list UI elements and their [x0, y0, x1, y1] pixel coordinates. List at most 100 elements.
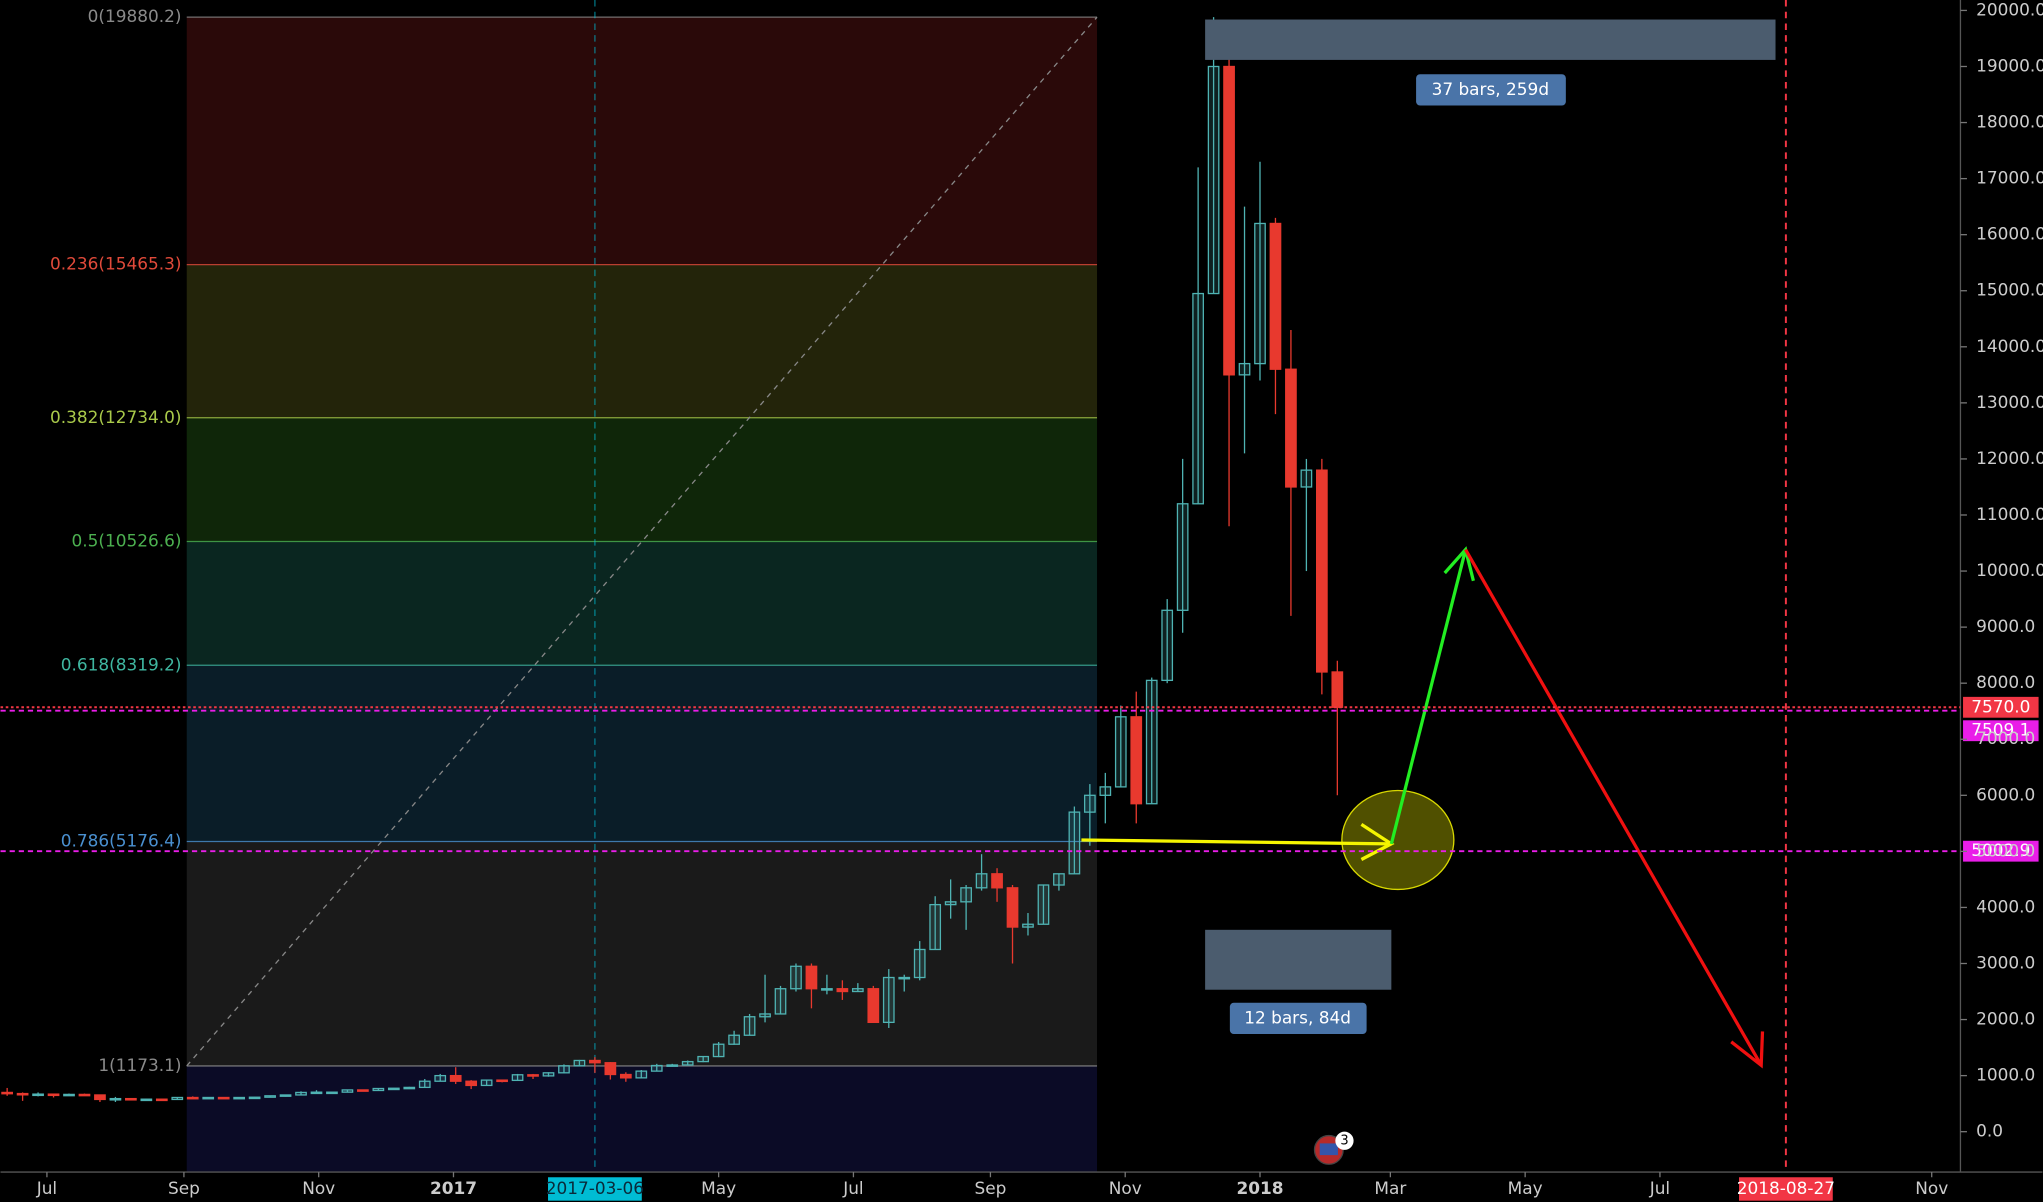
candle-body: [1223, 65, 1235, 376]
candle-body: [975, 873, 988, 889]
candle-body: [496, 1079, 508, 1083]
candle-body: [527, 1074, 539, 1077]
candle-body: [1068, 811, 1081, 875]
candle-body: [279, 1094, 292, 1097]
y-tick-label: 4000.0: [1976, 896, 2035, 916]
fib-zone: [186, 417, 1098, 542]
x-tick-label: Jul: [842, 1178, 863, 1198]
candle-body: [589, 1059, 601, 1064]
y-tick-label: 6000.0: [1976, 784, 2035, 804]
candle-body: [790, 965, 802, 990]
candle-body: [1130, 716, 1143, 805]
candle-body: [1238, 362, 1251, 376]
y-tick-label: 5000.0: [1976, 840, 2035, 860]
x-tick-label: Nov: [1915, 1178, 1948, 1198]
candle-body: [1192, 292, 1204, 505]
x-tick-label: May: [1508, 1178, 1543, 1198]
candle-body: [635, 1070, 648, 1079]
candle-body: [465, 1080, 478, 1087]
x-tick-label: Nov: [302, 1178, 335, 1198]
x-tick-label: Jul: [1649, 1178, 1670, 1198]
candle-body: [295, 1091, 307, 1096]
candle-body: [960, 887, 972, 903]
candle-body: [202, 1096, 215, 1100]
candle-body: [480, 1079, 493, 1087]
arrow-line: [1464, 548, 1763, 1067]
candle-body: [434, 1074, 447, 1082]
candle-body: [1145, 679, 1158, 805]
x-tick-label: Sep: [974, 1178, 1006, 1198]
x-tick-label: Jul: [36, 1178, 57, 1198]
candle-body: [681, 1060, 694, 1066]
candle-body: [310, 1091, 323, 1095]
candle-body: [805, 965, 818, 990]
date-tag-label: 2017-03-06: [546, 1178, 644, 1198]
date-tag: [548, 1177, 642, 1201]
candle-body: [1207, 65, 1220, 295]
candle-body: [78, 1093, 91, 1097]
candle-body: [619, 1073, 632, 1079]
candle-body: [372, 1087, 385, 1092]
price-tag-label: 7509.1: [1971, 720, 2030, 740]
candle-body: [929, 903, 942, 951]
candle-body: [171, 1096, 184, 1101]
candle-body: [821, 988, 833, 991]
date-tag: [1738, 1177, 1833, 1201]
candle-body: [944, 901, 957, 906]
candle-body: [63, 1093, 75, 1097]
candle-body: [326, 1091, 338, 1095]
fib-level-label: 0.786(5176.4): [61, 830, 182, 850]
candle-body: [867, 988, 880, 1024]
candle-body: [418, 1080, 431, 1089]
candle-body: [604, 1062, 617, 1076]
candle-body: [16, 1092, 29, 1096]
fib-zone: [186, 1065, 1098, 1173]
candle-body: [1176, 503, 1189, 611]
y-tick-label: 20000.0: [1976, 0, 2043, 19]
candle-body: [774, 988, 787, 1015]
candle-body: [403, 1086, 416, 1090]
candle-body: [743, 1016, 756, 1036]
x-tick-label: Mar: [1374, 1178, 1406, 1198]
candle-body: [1, 1091, 14, 1095]
candles: [1, 17, 1344, 1102]
candle-body: [913, 948, 926, 979]
arrow-head: [1730, 1031, 1765, 1069]
candle-body: [217, 1096, 230, 1100]
y-tick-label: 3000.0: [1976, 952, 2035, 972]
candle-body: [759, 1013, 771, 1018]
fib-zones: 0(19880.2) 0.236(15465.3) 0.382(12734.0) 0.…: [50, 0, 1787, 1173]
fib-zone: [186, 17, 1098, 265]
y-tick-label: 18000.0: [1976, 112, 2043, 132]
y-tick-label: 10000.0: [1976, 560, 2043, 580]
candle-body: [991, 873, 1003, 889]
range-label-bg: [1416, 74, 1566, 106]
candle-body: [1161, 609, 1174, 682]
fib-level-label: 0.382(12734.0): [50, 407, 182, 427]
y-tick-label: 14000.0: [1976, 336, 2043, 356]
y-tick-label: 9000.0: [1976, 616, 2035, 636]
range-label: 12 bars, 84d: [1244, 1007, 1351, 1027]
price-tag-label: 7570.0: [1971, 696, 2030, 716]
candle-body: [1285, 368, 1297, 488]
date-tag-label: 2018-08-27: [1737, 1178, 1835, 1198]
range-label: 37 bars, 259d: [1432, 79, 1549, 99]
candle-body: [851, 988, 864, 993]
x-tick-label: 2018: [1236, 1178, 1283, 1198]
candle-body: [511, 1074, 524, 1082]
candle-body: [357, 1089, 369, 1092]
candle-body: [248, 1096, 261, 1100]
y-tick-label: 7000.0: [1976, 728, 2035, 748]
overlays: 37 bars, 259d 12 bars, 84d 3: [1081, 19, 1776, 1165]
badge-count: 3: [1340, 1133, 1348, 1148]
candle-body: [1083, 794, 1096, 813]
candle-body: [32, 1093, 44, 1097]
candle-body: [387, 1087, 400, 1091]
x-tick-label: Sep: [168, 1178, 200, 1198]
fib-zone: [186, 665, 1098, 842]
fib-zone: [186, 264, 1098, 418]
date-range-box: [1205, 19, 1776, 60]
candle-body: [1037, 884, 1050, 925]
